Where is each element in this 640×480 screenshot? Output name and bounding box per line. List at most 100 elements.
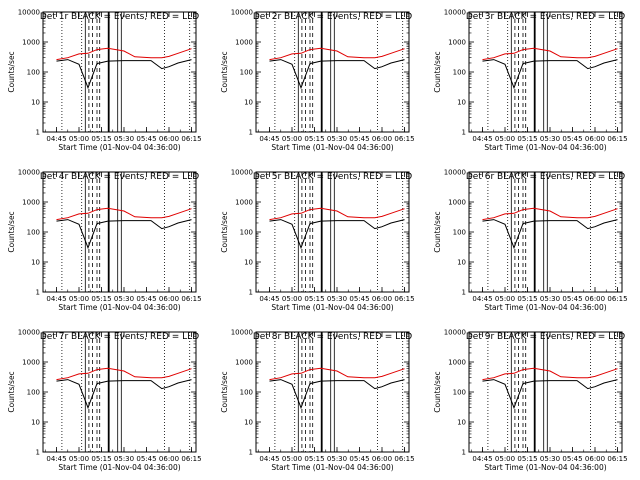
x-tick-label: 06:15 [394, 455, 414, 463]
y-tick-label: 10000 [231, 329, 253, 337]
y-tick-label: 1000 [448, 359, 466, 367]
y-tick-label: 100 [453, 389, 466, 397]
x-tick-label: 05:15 [91, 135, 111, 143]
y-tick-label: 10 [31, 419, 40, 427]
x-tick-label: 05:15 [517, 455, 537, 463]
panel-title: Det 5r BLACK = Events, RED = LLD [253, 172, 412, 182]
y-tick-label: 1000 [235, 199, 253, 207]
y-tick-label: 10000 [444, 9, 466, 17]
y-tick-label: 10000 [444, 169, 466, 177]
panel-2: Det 2r BLACK = Events, RED = LLD 1 10 100 10… [220, 9, 415, 153]
y-tick-label: 1000 [235, 359, 253, 367]
x-tick-label: 04:45 [472, 455, 492, 463]
x-axis-label: Start Time (01-Nov-04 04:36:00) [484, 303, 606, 312]
x-tick-label: 05:00 [69, 135, 89, 143]
panel-1: Det 1r BLACK = Events, RED = LLD 1 10 100 10… [7, 9, 202, 153]
x-tick-label: 05:00 [282, 455, 302, 463]
x-tick-label: 05:00 [495, 455, 515, 463]
y-tick-label: 1 [462, 129, 466, 137]
plot-frame [468, 11, 623, 133]
panel-title: Det 9r BLACK = Events, RED = LLD [466, 332, 625, 342]
y-axis-label: Counts/sec [220, 51, 229, 92]
x-tick-label: 04:45 [472, 135, 492, 143]
x-tick-label: 06:00 [372, 455, 392, 463]
x-tick-label: 04:45 [46, 455, 66, 463]
panel-title: Det 4r BLACK = Events, RED = LLD [40, 172, 199, 182]
panel-title: Det 1r BLACK = Events, RED = LLD [40, 12, 199, 22]
y-axis-label: Counts/sec [7, 51, 16, 92]
lld-series-line [482, 367, 618, 381]
events-series-line [482, 379, 618, 410]
panel-8: Det 8r BLACK = Events, RED = LLD 1 10 100 10… [220, 329, 415, 473]
x-tick-label: 06:15 [607, 135, 627, 143]
x-tick-label: 05:15 [304, 455, 324, 463]
x-tick-label: 06:00 [585, 455, 605, 463]
x-tick-label: 05:45 [349, 135, 369, 143]
x-tick-label: 05:00 [282, 295, 302, 303]
x-tick-label: 04:45 [472, 295, 492, 303]
lld-series-line [269, 367, 405, 381]
y-axis-label: Counts/sec [7, 371, 16, 412]
plot-frame [42, 331, 197, 453]
x-tick-label: 05:15 [304, 295, 324, 303]
x-tick-label: 04:45 [259, 295, 279, 303]
x-tick-label: 05:30 [327, 295, 347, 303]
lld-series-line [56, 207, 192, 221]
y-tick-label: 10 [244, 419, 253, 427]
x-axis-label: Start Time (01-Nov-04 04:36:00) [484, 463, 606, 472]
x-tick-label: 06:00 [372, 135, 392, 143]
plot-frame [42, 171, 197, 293]
y-tick-label: 10 [457, 99, 466, 107]
x-axis-label: Start Time (01-Nov-04 04:36:00) [271, 463, 393, 472]
y-tick-label: 100 [453, 229, 466, 237]
plot-frame [255, 11, 410, 133]
x-tick-label: 05:30 [327, 135, 347, 143]
x-tick-label: 05:00 [495, 295, 515, 303]
y-tick-label: 100 [27, 229, 40, 237]
y-tick-label: 1 [249, 289, 253, 297]
y-tick-label: 100 [27, 69, 40, 77]
y-tick-label: 10000 [18, 169, 40, 177]
events-series-line [482, 219, 618, 250]
y-tick-label: 10 [457, 419, 466, 427]
events-series-line [56, 59, 192, 90]
x-tick-label: 05:45 [562, 455, 582, 463]
y-tick-label: 1 [249, 449, 253, 457]
x-tick-label: 04:45 [259, 135, 279, 143]
y-tick-label: 100 [453, 69, 466, 77]
panel-title: Det 8r BLACK = Events, RED = LLD [253, 332, 412, 342]
y-tick-label: 10 [457, 259, 466, 267]
events-series-line [56, 379, 192, 410]
x-tick-label: 05:15 [517, 135, 537, 143]
plot-frame [468, 331, 623, 453]
panel-title: Det 3r BLACK = Events, RED = LLD [466, 12, 625, 22]
x-axis-label: Start Time (01-Nov-04 04:36:00) [58, 143, 180, 152]
x-tick-label: 05:00 [69, 295, 89, 303]
x-tick-label: 06:00 [372, 295, 392, 303]
x-axis-label: Start Time (01-Nov-04 04:36:00) [484, 143, 606, 152]
x-axis-label: Start Time (01-Nov-04 04:36:00) [271, 143, 393, 152]
x-tick-label: 05:15 [517, 295, 537, 303]
panel-title: Det 7r BLACK = Events, RED = LLD [40, 332, 199, 342]
y-tick-label: 1000 [22, 199, 40, 207]
lld-series-line [56, 47, 192, 61]
y-tick-label: 100 [240, 229, 253, 237]
panel-5: Det 5r BLACK = Events, RED = LLD 1 10 100 10… [220, 169, 415, 313]
lld-series-line [269, 207, 405, 221]
y-tick-label: 10000 [444, 329, 466, 337]
lld-series-line [269, 47, 405, 61]
x-tick-label: 05:45 [136, 455, 156, 463]
x-tick-label: 05:30 [114, 455, 134, 463]
y-tick-label: 10 [31, 259, 40, 267]
x-tick-label: 05:30 [540, 135, 560, 143]
x-tick-label: 05:45 [349, 455, 369, 463]
x-tick-label: 05:00 [495, 135, 515, 143]
panel-7: Det 7r BLACK = Events, RED = LLD 1 10 100 10… [7, 329, 202, 473]
y-tick-label: 1 [36, 289, 40, 297]
y-axis-label: Counts/sec [433, 371, 442, 412]
x-tick-label: 04:45 [46, 295, 66, 303]
y-tick-label: 10 [244, 99, 253, 107]
events-series-line [56, 219, 192, 250]
y-tick-label: 10 [31, 99, 40, 107]
events-series-line [269, 59, 405, 90]
